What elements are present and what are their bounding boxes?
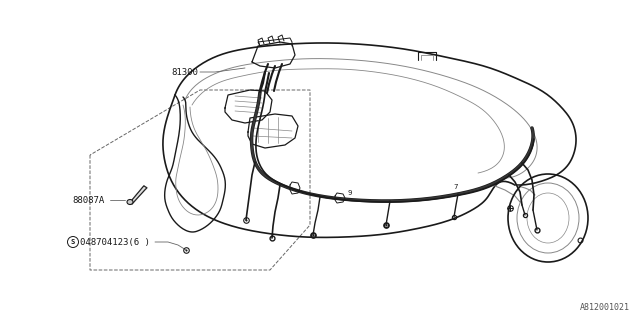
- Text: S: S: [71, 239, 75, 245]
- Text: 7: 7: [454, 184, 458, 190]
- Text: 88087A: 88087A: [72, 196, 104, 204]
- Text: 81300: 81300: [171, 68, 198, 76]
- Ellipse shape: [127, 199, 133, 204]
- Text: A812001021: A812001021: [580, 303, 630, 312]
- Polygon shape: [130, 186, 147, 204]
- Text: 9: 9: [348, 190, 352, 196]
- Text: 048704123(6 ): 048704123(6 ): [80, 237, 150, 246]
